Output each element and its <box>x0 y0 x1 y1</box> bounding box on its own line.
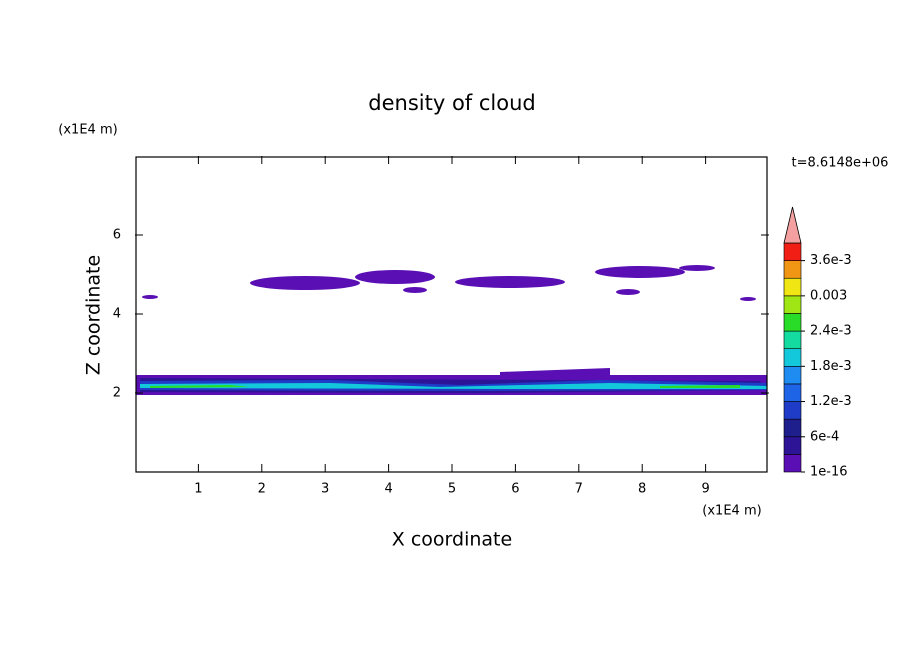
x-tick-label: 3 <box>321 482 329 497</box>
x-tick-label: 7 <box>575 482 583 497</box>
x-tick-label: 2 <box>258 482 266 497</box>
colorbar-label: 1.8e-3 <box>810 359 852 374</box>
colorbar-bin <box>783 295 802 314</box>
plot-frame <box>135 156 768 473</box>
colorbar-label: 1.2e-3 <box>810 394 852 409</box>
x-tick-label: 8 <box>638 482 646 497</box>
colorbar-bin <box>783 383 802 402</box>
cloud-patch <box>142 295 158 299</box>
colorbar-label: 3.6e-3 <box>810 253 852 268</box>
colorbar-label: 2.4e-3 <box>810 324 852 339</box>
cloud-patch <box>355 270 435 284</box>
y-tick-label: 6 <box>113 228 121 243</box>
colorbar-bin <box>783 313 802 332</box>
colorbar-bin <box>783 348 802 367</box>
colorbar-label: 0.003 <box>810 288 847 303</box>
colorbar-bin <box>783 366 802 385</box>
y-unit: (x1E4 m) <box>58 123 117 138</box>
colorbar-label: 6e-4 <box>810 429 839 444</box>
cloud-patch <box>403 287 427 293</box>
cloud-patch <box>595 266 685 278</box>
cloud-core <box>150 385 740 388</box>
x-tick-label: 5 <box>448 482 456 497</box>
y-tick-label: 2 <box>113 386 121 401</box>
cloud-layer <box>500 368 610 378</box>
cloud-patch <box>455 276 565 288</box>
colorbar-bin <box>783 242 802 261</box>
colorbar-bin <box>783 330 802 349</box>
x-tick-label: 6 <box>511 482 519 497</box>
cloud-layer <box>140 383 767 389</box>
x-tick-label: 4 <box>384 482 392 497</box>
colorbar-bin <box>783 436 802 455</box>
cloud-patch <box>679 265 715 271</box>
colorbar-bin <box>783 401 802 420</box>
x-unit: (x1E4 m) <box>702 504 761 519</box>
cloud-patch <box>250 276 360 290</box>
y-axis-title: Z coordinate <box>83 255 105 375</box>
x-axis-title: X coordinate <box>392 529 512 551</box>
cloud-patch <box>740 297 756 301</box>
colorbar-label: 1e-16 <box>810 465 848 480</box>
x-tick-label: 9 <box>701 482 709 497</box>
colorbar-over <box>783 206 802 244</box>
cloud-patch <box>616 289 640 295</box>
y-tick-label: 4 <box>113 307 121 322</box>
contour-field <box>136 265 767 395</box>
time-label: t=8.6148e+06 <box>792 156 889 171</box>
x-tick-label: 1 <box>194 482 202 497</box>
colorbar-bin <box>783 454 802 473</box>
colorbar-bin <box>783 418 802 438</box>
colorbar-bin <box>783 277 802 297</box>
colorbar-bin <box>783 260 802 279</box>
chart-title: density of cloud <box>368 91 535 115</box>
